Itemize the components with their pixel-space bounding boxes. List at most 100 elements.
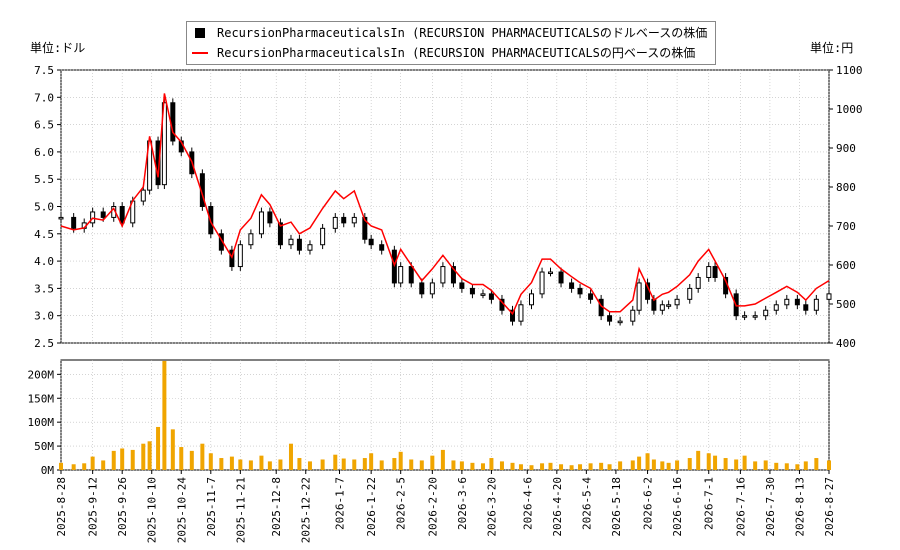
right-axis-tick-label: 500 — [836, 298, 856, 311]
volume-bar — [742, 455, 747, 470]
x-axis-tick-label: 2026-8-13 — [793, 477, 806, 537]
usd-candle-body — [155, 140, 161, 186]
x-axis-tick-label: 2025-9-12 — [87, 477, 100, 537]
x-axis-tick-label: 2026-7-30 — [764, 477, 777, 537]
volume-axis-tick-label: 0M — [41, 464, 55, 477]
x-axis-tick-label: 2025-11-21 — [234, 477, 247, 543]
x-axis-tick-label: 2025-9-26 — [116, 477, 129, 537]
usd-candle-body — [71, 216, 77, 229]
volume-bar — [369, 453, 374, 470]
volume-bar — [392, 458, 397, 470]
usd-candle-body — [630, 309, 636, 322]
volume-bar — [379, 460, 384, 470]
left-unit-label: 単位:ドル — [30, 41, 86, 55]
volume-bar — [430, 455, 435, 470]
volume-bar — [675, 460, 680, 470]
volume-bar — [651, 459, 656, 470]
volume-axis-tick-label: 100M — [28, 416, 55, 429]
volume-bar — [120, 448, 125, 470]
usd-candle-body — [488, 293, 494, 300]
x-axis-tick-label: 2025-10-10 — [146, 477, 159, 543]
usd-candle-body — [362, 216, 368, 240]
legend: RecursionPharmaceuticalsIn (RECURSION PH… — [186, 21, 716, 65]
volume-bar — [660, 461, 665, 470]
left-axis-tick-label: 4.0 — [34, 255, 54, 268]
volume-axis-tick-label: 150M — [28, 392, 55, 405]
usd-candle-body — [459, 282, 465, 289]
volume-bar — [706, 453, 711, 470]
x-axis-tick-label: 2025-10-24 — [175, 477, 188, 544]
volume-bar — [607, 464, 612, 470]
volume-bar — [713, 455, 718, 470]
volume-bar — [267, 461, 272, 470]
volume-bar — [170, 429, 175, 470]
x-axis-tick-label: 2026-3-20 — [485, 477, 498, 537]
x-axis-tick-label: 2026-6-16 — [671, 477, 684, 537]
volume-bar — [637, 456, 642, 470]
left-axis-tick-label: 6.0 — [34, 146, 54, 159]
volume-bar — [71, 464, 76, 470]
usd-candle-body — [607, 315, 613, 322]
left-axis-tick-label: 3.5 — [34, 282, 54, 295]
legend-label-usd: RecursionPharmaceuticalsIn (RECURSION PH… — [217, 26, 708, 40]
usd-candle-body — [687, 287, 693, 300]
volume-plot-frame — [60, 359, 830, 471]
volume-bar — [618, 461, 623, 470]
left-axis-tick-label: 6.5 — [34, 119, 54, 132]
right-axis-tick-label: 1100 — [836, 64, 863, 77]
right-axis-tick-label: 900 — [836, 142, 856, 155]
usd-candle-body — [547, 271, 553, 275]
volume-bar — [569, 465, 574, 470]
volume-bar — [156, 426, 161, 470]
right-axis-tick-label: 700 — [836, 220, 856, 233]
usd-candle-body — [351, 216, 357, 224]
volume-bar — [200, 443, 205, 470]
usd-candle-body — [267, 211, 273, 224]
volume-bar — [588, 463, 593, 470]
usd-candle-body — [695, 276, 701, 289]
volume-bar — [814, 458, 819, 470]
volume-bar — [307, 461, 312, 470]
usd-candle-body — [248, 233, 254, 246]
volume-bar — [141, 443, 146, 470]
volume-bar — [666, 462, 671, 470]
volume-axis-tick-label: 50M — [34, 440, 54, 453]
volume-bar — [540, 463, 545, 470]
volume-bar — [827, 460, 831, 470]
x-axis-tick-label: 2025-8-28 — [55, 477, 68, 537]
price-panel: 2.5 3.0 3.5 4.0 4.5 5.0 5.5 6.0 6.5 7.0 7.5 400 500 6… — [34, 64, 862, 350]
usd-candle-body — [408, 266, 414, 284]
usd-candle-body — [296, 238, 302, 251]
right-axis-tick-label: 400 — [836, 337, 856, 350]
jpy-price-line — [60, 93, 830, 316]
volume-bar — [398, 451, 403, 470]
volume-bar — [518, 464, 523, 470]
volume-bar — [489, 458, 494, 470]
volume-bar — [548, 462, 553, 470]
volume-bar — [238, 459, 243, 470]
volume-bar — [803, 461, 808, 470]
volume-bar — [440, 449, 445, 470]
volume-bar — [774, 462, 779, 470]
usd-candle-body — [140, 189, 146, 202]
volume-bar — [645, 453, 650, 470]
usd-candle-body — [569, 282, 575, 289]
volume-bar — [288, 443, 293, 470]
usd-candle-body — [518, 304, 524, 322]
volume-bar — [189, 450, 194, 470]
x-axis-tick-label: 2026-7-16 — [734, 477, 747, 537]
usd-candle-body — [258, 211, 264, 235]
usd-candle-body — [320, 227, 326, 246]
volume-bar — [499, 461, 504, 470]
left-axis-tick-label: 5.5 — [34, 173, 54, 186]
usd-candle-body — [706, 266, 712, 278]
usd-candle-body — [674, 298, 680, 306]
usd-candle-body — [288, 238, 294, 246]
usd-candle-body — [469, 287, 475, 295]
x-axis-tick-label: 2026-5-18 — [610, 477, 623, 537]
volume-bar — [723, 458, 728, 470]
usd-candle-body — [577, 287, 583, 295]
volume-bar — [470, 462, 475, 470]
volume-bar — [480, 463, 485, 470]
